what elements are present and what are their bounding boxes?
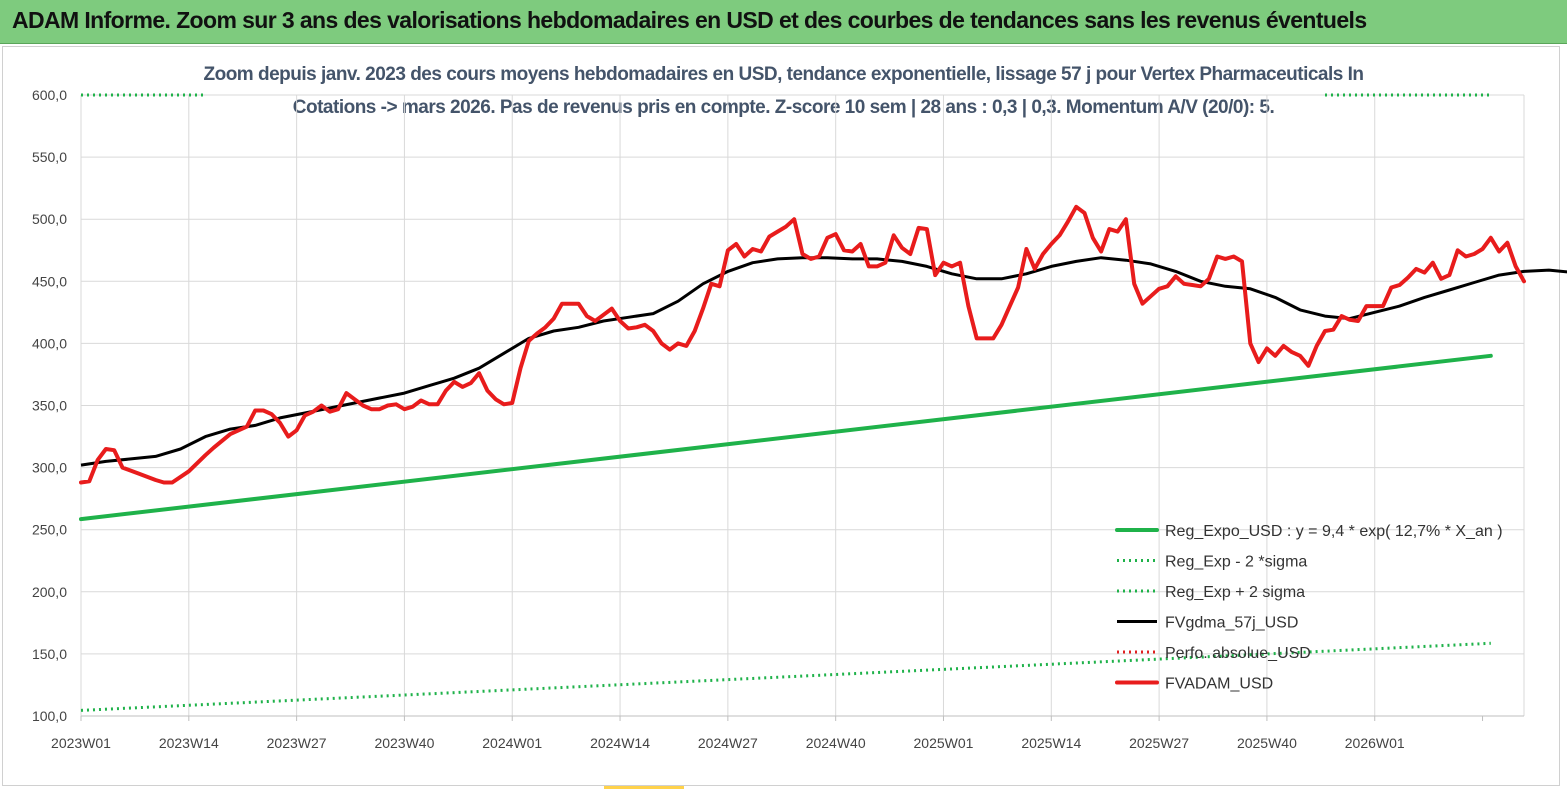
y-tick-label: 150,0 xyxy=(32,646,67,662)
report-banner: ADAM Informe. Zoom sur 3 ans des valoris… xyxy=(0,0,1567,44)
x-tick-label: 2023W27 xyxy=(267,735,327,751)
x-tick-label: 2026W01 xyxy=(1345,735,1405,751)
report-title: ADAM Informe. Zoom sur 3 ans des valoris… xyxy=(12,7,1367,33)
x-tick-label: 2024W40 xyxy=(806,735,866,751)
series-line-0 xyxy=(79,353,1493,522)
y-tick-label: 200,0 xyxy=(32,584,67,600)
x-tick-label: 2025W14 xyxy=(1021,735,1081,751)
y-tick-label: 450,0 xyxy=(32,273,67,289)
y-tick-label: 250,0 xyxy=(32,522,67,538)
y-tick-label: 350,0 xyxy=(32,398,67,414)
x-tick-label: 2024W01 xyxy=(482,735,542,751)
x-tick-label: 2023W01 xyxy=(51,735,111,751)
legend-entry: FVADAM_USD xyxy=(1165,676,1273,693)
series-line-1 xyxy=(80,641,1491,712)
y-tick-label: 500,0 xyxy=(32,211,67,227)
x-tick-label: 2025W40 xyxy=(1237,735,1297,751)
x-tick-label: 2024W27 xyxy=(698,735,758,751)
chart-subtitle-line-2: Cotations -> mars 2026. Pas de revenus p… xyxy=(292,97,1275,118)
legend-entry: Reg_Exp - 2 *sigma xyxy=(1165,554,1307,571)
x-tick-label: 2023W40 xyxy=(374,735,434,751)
legend-entry: Reg_Expo_USD : y = 9,4 * exp( 12,7% * X_… xyxy=(1165,523,1503,540)
chart-frame xyxy=(2,46,1560,786)
scroll-marker xyxy=(604,786,684,789)
y-tick-label: 600,0 xyxy=(32,87,67,103)
y-tick-label: 300,0 xyxy=(32,460,67,476)
x-tick-label: 2023W14 xyxy=(159,735,219,751)
x-tick-label: 2024W14 xyxy=(590,735,650,751)
y-tick-label: 550,0 xyxy=(32,149,67,165)
chart-subtitle-line-1: Zoom depuis janv. 2023 des cours moyens … xyxy=(203,64,1364,85)
y-tick-label: 100,0 xyxy=(32,708,67,724)
legend-entry: FVgdma_57j_USD xyxy=(1165,615,1298,632)
y-tick-label: 400,0 xyxy=(32,335,67,351)
legend-entry: Perfo. absolue_USD xyxy=(1165,645,1311,662)
x-tick-label: 2025W01 xyxy=(914,735,974,751)
x-tick-label: 2025W27 xyxy=(1129,735,1189,751)
series-line-5 xyxy=(79,204,1526,485)
legend-entry: Reg_Exp + 2 sigma xyxy=(1165,584,1305,601)
